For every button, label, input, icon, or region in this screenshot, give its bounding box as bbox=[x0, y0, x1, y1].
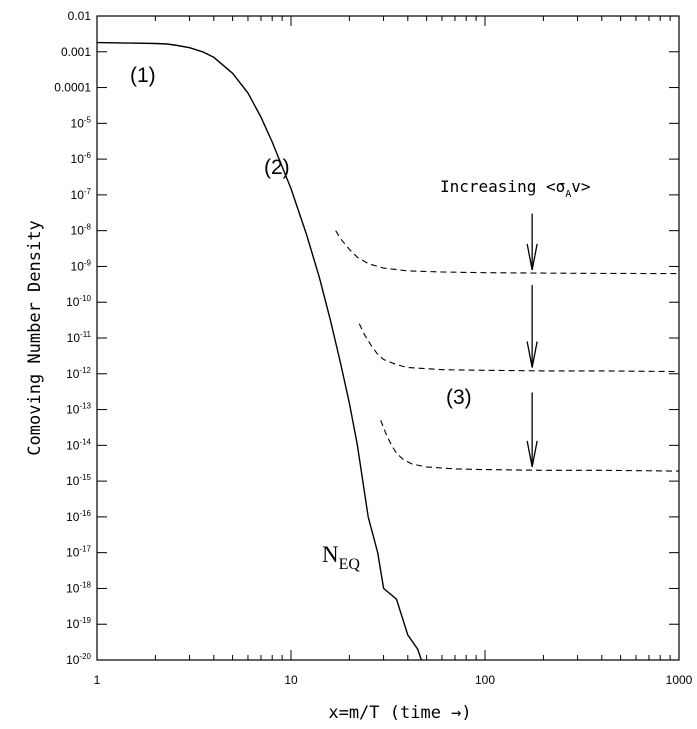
y-tick-label-base: 10 bbox=[71, 116, 85, 130]
y-tick-label: 10-17 bbox=[66, 545, 91, 560]
y-tick-label: 10-11 bbox=[67, 330, 92, 345]
y-axis-title: Comoving Number Density bbox=[25, 220, 45, 455]
y-tick-label: 10-9 bbox=[71, 258, 92, 273]
y-tick-label-exponent: -12 bbox=[79, 366, 91, 375]
y-tick-label-base: 10 bbox=[66, 617, 80, 631]
increasing-arrow-head bbox=[526, 440, 538, 467]
y-tick-label-base: 0.0001 bbox=[54, 81, 91, 95]
y-tick-label-exponent: -5 bbox=[84, 115, 92, 124]
y-tick-label-base: 0.01 bbox=[68, 9, 92, 23]
y-tick-label-base: 10 bbox=[66, 295, 80, 309]
y-tick-label: 10-19 bbox=[66, 616, 91, 631]
y-tick-label-base: 10 bbox=[67, 331, 81, 345]
annotation-region-2: (2) bbox=[264, 156, 290, 179]
annotation-increasing-suffix: v> bbox=[571, 177, 590, 196]
y-tick-label-base: 10 bbox=[66, 510, 80, 524]
y-tick-label: 0.01 bbox=[68, 9, 92, 23]
annotation-increasing-prefix: Increasing <σ bbox=[440, 177, 565, 196]
y-tick-label-base: 10 bbox=[71, 152, 85, 166]
x-tick-label: 1 bbox=[94, 673, 101, 687]
x-tick-label: 100 bbox=[475, 673, 495, 687]
annotation-neq: NEQ bbox=[322, 542, 360, 573]
annotation-neq-main: N bbox=[322, 542, 339, 567]
y-tick-label-base: 10 bbox=[66, 653, 80, 667]
y-tick-label-base: 10 bbox=[66, 367, 80, 381]
annotation-increasing-subscript: A bbox=[565, 189, 571, 200]
y-tick-label-exponent: -17 bbox=[79, 545, 91, 554]
y-tick-label-exponent: -16 bbox=[79, 509, 91, 518]
series-line-freezeout-2 bbox=[358, 323, 680, 373]
y-tick-label: 10-12 bbox=[66, 366, 91, 381]
series-line-freezeout-1 bbox=[335, 230, 680, 275]
y-tick-label: 10-8 bbox=[71, 223, 92, 238]
annotation-region-3: (3) bbox=[446, 386, 472, 409]
x-axis-title: x=m/T (time →) bbox=[328, 703, 471, 723]
y-tick-label-base: 0.001 bbox=[61, 45, 91, 59]
y-tick-label-exponent: -8 bbox=[84, 223, 92, 232]
y-tick-label-base: 10 bbox=[71, 224, 85, 238]
y-tick-label: 10-16 bbox=[66, 509, 91, 524]
y-tick-label-exponent: -10 bbox=[79, 294, 91, 303]
increasing-arrow-head bbox=[526, 341, 538, 368]
y-axis-tick-labels: 0.010.0010.000110-510-610-710-810-910-10… bbox=[54, 9, 91, 667]
y-tick-label-exponent: -20 bbox=[79, 652, 91, 661]
y-tick-label: 10-14 bbox=[66, 437, 91, 452]
y-tick-label-base: 10 bbox=[71, 188, 85, 202]
y-tick-label: 0.0001 bbox=[54, 81, 91, 95]
annotation-increasing-cross-section: Increasing <σAv> bbox=[440, 177, 591, 200]
y-tick-label: 10-5 bbox=[71, 115, 92, 130]
y-tick-label: 10-13 bbox=[66, 402, 91, 417]
y-tick-label-base: 10 bbox=[71, 259, 85, 273]
y-tick-label: 10-15 bbox=[66, 473, 91, 488]
y-tick-label-exponent: -15 bbox=[79, 473, 91, 482]
y-tick-label-exponent: -18 bbox=[79, 580, 91, 589]
y-tick-label-base: 10 bbox=[66, 474, 80, 488]
y-tick-label-base: 10 bbox=[66, 438, 80, 452]
y-tick-label-base: 10 bbox=[66, 403, 80, 417]
series-line-equilibrium bbox=[96, 41, 423, 661]
annotation-region-1: (1) bbox=[130, 64, 156, 87]
y-tick-label: 0.001 bbox=[61, 45, 91, 59]
y-tick-label-base: 10 bbox=[66, 546, 80, 560]
y-tick-label-exponent: -6 bbox=[84, 151, 92, 160]
y-tick-label-exponent: -14 bbox=[79, 437, 91, 446]
x-axis-ticks bbox=[96, 16, 671, 660]
x-tick-label: 10 bbox=[284, 673, 298, 687]
y-tick-label-exponent: -7 bbox=[84, 187, 92, 196]
x-tick-label: 1000 bbox=[666, 673, 693, 687]
x-axis-tick-labels: 1 10 100 1000 bbox=[94, 673, 693, 687]
y-tick-label-exponent: -9 bbox=[84, 258, 92, 267]
series-layer bbox=[96, 41, 680, 661]
y-tick-label: 10-10 bbox=[66, 294, 91, 309]
y-tick-label: 10-7 bbox=[71, 187, 92, 202]
annotation-neq-subscript: EQ bbox=[339, 556, 361, 573]
y-tick-label: 10-6 bbox=[71, 151, 92, 166]
series-line-freezeout-3 bbox=[380, 420, 680, 472]
increasing-arrow-head bbox=[526, 243, 538, 271]
y-tick-label-exponent: -19 bbox=[79, 616, 91, 625]
y-tick-label-exponent: -13 bbox=[79, 402, 91, 411]
y-axis-ticks bbox=[97, 15, 679, 661]
y-tick-label: 10-20 bbox=[66, 652, 91, 667]
y-tick-label-exponent: -11 bbox=[80, 330, 92, 339]
y-tick-label-base: 10 bbox=[66, 581, 80, 595]
y-tick-label: 10-18 bbox=[66, 580, 91, 595]
arrow-layer bbox=[526, 213, 538, 467]
